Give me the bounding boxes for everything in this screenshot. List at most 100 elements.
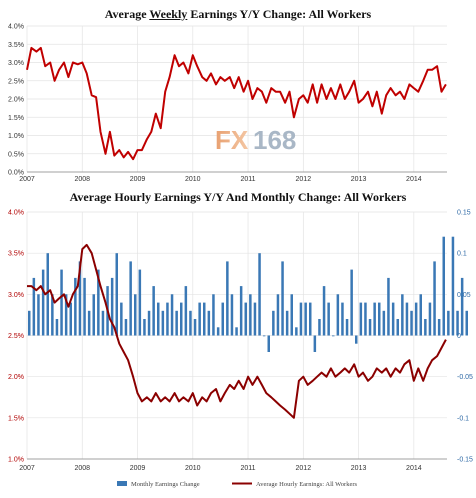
monthly-change-bar <box>267 335 270 352</box>
chart-1-y-tick-label: 1.5% <box>8 115 24 122</box>
monthly-change-bar <box>447 310 450 336</box>
chart-1-weekly-earnings-line <box>26 46 447 161</box>
monthly-change-bar <box>318 319 321 336</box>
monthly-change-bar <box>138 269 142 336</box>
chart-1-x-tick-label: 2010 <box>185 176 201 183</box>
chart-2-x-tick-label: 2007 <box>19 465 35 472</box>
chart-2-x-tick-label: 2013 <box>351 465 367 472</box>
monthly-change-bar <box>304 302 307 336</box>
monthly-change-bar <box>414 302 418 336</box>
chart-2-left-tick-label: 1.0% <box>8 457 24 464</box>
chart-1-y-tick-label: 2.5% <box>8 78 24 85</box>
monthly-change-bar <box>230 294 234 336</box>
chart-1-y-tick-label: 3.0% <box>8 60 24 67</box>
monthly-change-bar <box>456 310 459 336</box>
monthly-change-bar <box>60 269 63 336</box>
monthly-change-bar <box>391 302 395 336</box>
chart-2-left-tick-label: 3.0% <box>8 292 24 299</box>
chart-2-x-tick-label: 2011 <box>241 465 256 472</box>
chart-2-left-tick-label: 4.0% <box>8 210 24 217</box>
monthly-change-bar <box>235 327 238 336</box>
chart-1-y-tick-label: 0.5% <box>8 151 24 158</box>
monthly-change-bar <box>373 302 376 336</box>
monthly-change-bar <box>134 294 137 336</box>
monthly-change-bar <box>336 294 340 336</box>
monthly-change-bar <box>120 302 123 336</box>
monthly-change-bar <box>28 310 31 336</box>
chart-1-title: Average Weekly Earnings Y/Y Change: All … <box>0 7 476 22</box>
legend-swatch-bars <box>117 481 127 486</box>
monthly-change-bar <box>322 286 326 336</box>
monthly-change-bar <box>244 302 247 336</box>
monthly-change-bar <box>207 310 211 336</box>
chart-2-right-tick-label: -0.05 <box>457 374 473 381</box>
chart-2-x-tick-label: 2012 <box>296 465 312 472</box>
chart-2-right-tick-label: -0.1 <box>457 415 469 422</box>
monthly-change-bar <box>41 269 45 336</box>
monthly-change-bar <box>327 302 330 336</box>
monthly-change-bar <box>78 261 82 336</box>
monthly-change-bar <box>55 319 59 336</box>
monthly-change-bar <box>332 335 335 337</box>
chart-2-right-tick-label: 0.15 <box>457 210 471 217</box>
chart-2-title: Average Hourly Earnings Y/Y And Monthly … <box>69 190 407 204</box>
chart-1-title-emphasis: Weekly <box>149 7 188 21</box>
monthly-change-bar <box>341 302 344 336</box>
monthly-change-bar <box>424 319 427 336</box>
chart-2-right-tick-label: -0.15 <box>457 457 473 464</box>
monthly-change-bar <box>396 319 399 336</box>
chart-1-x-tick-label: 2014 <box>406 176 422 183</box>
chart-1-y-tick-label: 2.0% <box>8 97 24 104</box>
monthly-change-bar <box>147 310 151 336</box>
monthly-change-bar <box>180 302 183 336</box>
legend-label-line: Average Hourly Earnings: All Workers <box>256 481 358 488</box>
chart-1-title-part-3: Earnings Y/Y Change: All Workers <box>187 7 372 21</box>
monthly-change-bar <box>37 294 40 336</box>
monthly-change-bar <box>285 310 289 336</box>
watermark-number-text: 168 <box>253 125 296 155</box>
monthly-change-bar <box>437 319 441 336</box>
legend-label-bars: Monthly Earnings Change <box>131 481 200 488</box>
monthly-change-bar <box>161 310 165 336</box>
monthly-change-bar <box>428 302 432 336</box>
monthly-change-bar <box>152 286 155 336</box>
monthly-change-bar <box>378 302 381 336</box>
monthly-change-bar <box>221 302 224 336</box>
monthly-change-bar <box>32 277 36 336</box>
monthly-change-bar <box>92 294 95 336</box>
monthly-change-bar <box>272 310 275 336</box>
monthly-change-bar <box>295 327 298 336</box>
monthly-change-bar <box>184 286 188 336</box>
chart-2-left-tick-label: 2.5% <box>8 333 24 340</box>
monthly-change-bar <box>258 253 261 336</box>
chart-2-left-tick-label: 2.0% <box>8 374 24 381</box>
monthly-change-bar <box>350 269 353 336</box>
monthly-change-bar <box>262 335 266 337</box>
chart-1-y-tick-label: 4.0% <box>8 24 24 31</box>
monthly-change-bar <box>166 302 169 336</box>
monthly-change-bar <box>249 294 252 336</box>
chart-1-x-tick-label: 2007 <box>19 176 35 183</box>
monthly-change-bar <box>253 302 257 336</box>
monthly-change-bar <box>83 277 86 336</box>
monthly-change-bar <box>226 261 229 336</box>
monthly-change-bar <box>442 236 445 336</box>
monthly-change-bar <box>51 294 54 336</box>
monthly-change-bar <box>405 302 409 336</box>
monthly-change-bar <box>359 302 363 336</box>
chart-2-left-tick-label: 1.5% <box>8 415 24 422</box>
monthly-change-bar <box>368 319 372 336</box>
chart-1-title-part-1: Average <box>104 7 150 21</box>
monthly-change-bar <box>110 277 114 336</box>
monthly-change-bar <box>419 294 422 336</box>
chart-1-x-tick-label: 2012 <box>296 176 312 183</box>
monthly-change-bar <box>69 302 72 336</box>
monthly-change-bar <box>276 294 280 336</box>
chart-2-left-tick-label: 3.5% <box>8 251 24 258</box>
monthly-change-bar <box>170 294 174 336</box>
watermark-fx-text: FX <box>215 125 249 155</box>
monthly-change-bar <box>175 310 178 336</box>
monthly-change-bar <box>382 310 386 336</box>
chart-2-right-tick-label: 0.05 <box>457 292 471 299</box>
